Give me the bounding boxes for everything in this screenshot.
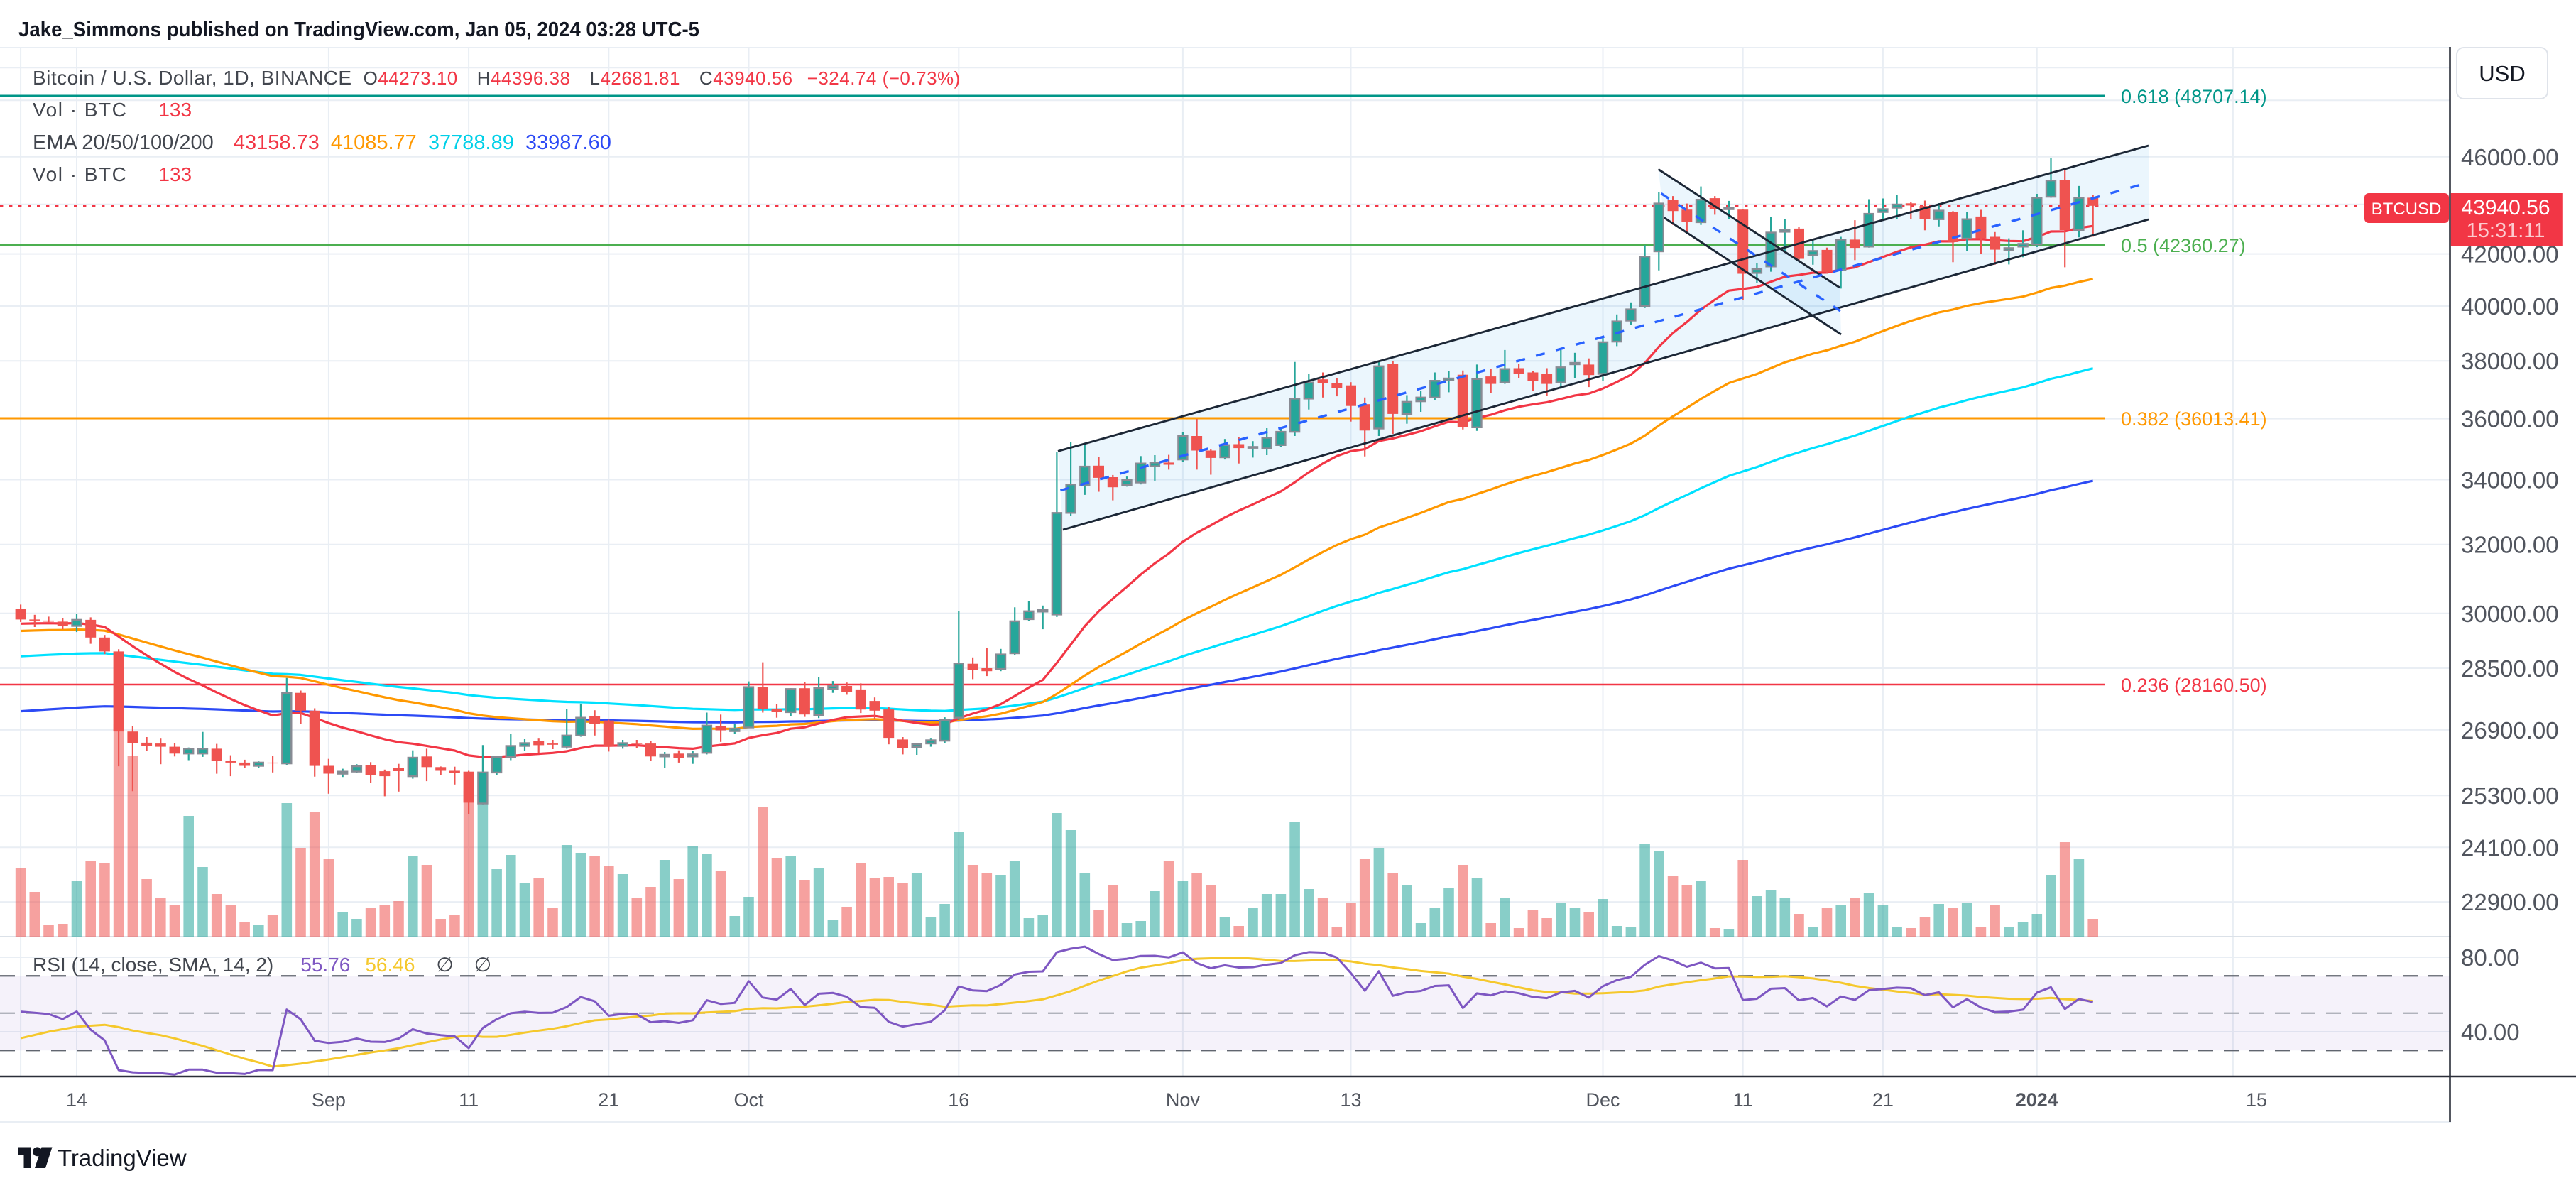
svg-text:Sep: Sep xyxy=(312,1089,346,1111)
svg-text:TradingView: TradingView xyxy=(58,1145,187,1171)
svg-text:46000.00: 46000.00 xyxy=(2461,144,2559,170)
svg-text:16: 16 xyxy=(948,1089,969,1111)
svg-text:Dec: Dec xyxy=(1586,1089,1620,1111)
svg-text:14: 14 xyxy=(66,1089,87,1111)
svg-text:36000.00: 36000.00 xyxy=(2461,406,2559,432)
svg-text:38000.00: 38000.00 xyxy=(2461,348,2559,374)
svg-text:28500.00: 28500.00 xyxy=(2461,655,2559,682)
svg-text:15:31:11: 15:31:11 xyxy=(2467,219,2545,242)
svg-text:11: 11 xyxy=(1733,1089,1753,1111)
svg-text:26900.00: 26900.00 xyxy=(2461,717,2559,743)
svg-text:40000.00: 40000.00 xyxy=(2461,293,2559,320)
svg-text:Bitcoin / U.S. Dollar, 1D, BIN: Bitcoin / U.S. Dollar, 1D, BINANCE O44273… xyxy=(33,67,961,89)
svg-text:Oct: Oct xyxy=(733,1089,764,1111)
svg-text:22900.00: 22900.00 xyxy=(2461,889,2559,915)
svg-text:80.00: 80.00 xyxy=(2461,944,2520,971)
svg-text:USD: USD xyxy=(2479,61,2525,86)
svg-text:0.5 (42360.27): 0.5 (42360.27) xyxy=(2121,235,2246,256)
svg-text:0.236 (28160.50): 0.236 (28160.50) xyxy=(2121,675,2267,696)
svg-text:13: 13 xyxy=(1340,1089,1361,1111)
svg-text:25300.00: 25300.00 xyxy=(2461,783,2559,809)
svg-text:15: 15 xyxy=(2246,1089,2267,1111)
svg-text:40.00: 40.00 xyxy=(2461,1019,2520,1045)
svg-text:30000.00: 30000.00 xyxy=(2461,601,2559,627)
svg-text:24100.00: 24100.00 xyxy=(2461,834,2559,861)
svg-text:21: 21 xyxy=(1872,1089,1894,1111)
svg-text:32000.00: 32000.00 xyxy=(2461,532,2559,558)
svg-text:2024: 2024 xyxy=(2016,1089,2058,1111)
svg-text:0.382 (36013.41): 0.382 (36013.41) xyxy=(2121,408,2267,430)
svg-text:0.618 (48707.14): 0.618 (48707.14) xyxy=(2121,86,2267,107)
svg-text:21: 21 xyxy=(598,1089,619,1111)
svg-text:11: 11 xyxy=(459,1089,479,1111)
svg-text:BTCUSD: BTCUSD xyxy=(2372,200,2442,219)
svg-text:EMA 20/50/100/200 43158.73 410: EMA 20/50/100/200 43158.73 41085.77 3778… xyxy=(33,131,611,154)
svg-text:43940.56: 43940.56 xyxy=(2461,196,2550,219)
svg-text:Jake_Simmons published on Trad: Jake_Simmons published on TradingView.co… xyxy=(18,18,699,41)
svg-text:34000.00: 34000.00 xyxy=(2461,467,2559,494)
svg-text:Nov: Nov xyxy=(1166,1089,1201,1111)
